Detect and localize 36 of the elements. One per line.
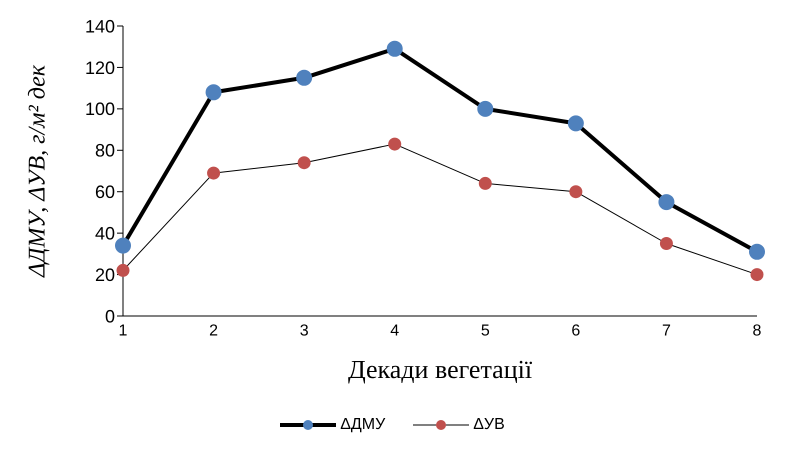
point: [386, 40, 403, 57]
y-tick-label: 60: [94, 182, 115, 202]
x-tick-label: 4: [390, 322, 400, 340]
point: [388, 138, 402, 151]
x-tick-label: 5: [480, 322, 490, 340]
point: [658, 194, 674, 210]
point: [477, 100, 494, 117]
point: [206, 84, 222, 100]
legend-label: ΔДМУ: [340, 416, 386, 434]
legend-label: ΔУВ: [473, 416, 505, 434]
x-axis-title: Декади вегетації: [348, 355, 533, 384]
y-tick-label: 120: [84, 58, 115, 78]
point: [568, 115, 584, 132]
point: [749, 244, 765, 260]
x-tick-label: 6: [571, 322, 580, 340]
point: [116, 264, 130, 277]
y-tick-label: 40: [94, 224, 115, 244]
point: [207, 166, 220, 180]
y-tick-label: 140: [84, 16, 115, 36]
y-axis-title: ΔДМУ, ΔУВ, г/м² дек: [24, 64, 51, 278]
point: [660, 237, 673, 250]
point: [298, 156, 311, 170]
point: [569, 185, 582, 198]
point: [296, 70, 312, 86]
x-tick-label: 2: [209, 322, 218, 340]
point: [478, 176, 492, 190]
y-tick-label: 80: [94, 140, 115, 161]
y-tick-label: 0: [104, 306, 115, 326]
point: [115, 238, 131, 254]
y-tick-label: 100: [84, 99, 115, 120]
y-tick-label: 20: [94, 264, 115, 285]
x-tick-label: 7: [662, 322, 671, 340]
x-tick-label: 1: [118, 322, 128, 340]
x-tick-label: 8: [752, 322, 762, 340]
x-tick-label: 3: [300, 322, 309, 340]
point: [750, 268, 764, 282]
